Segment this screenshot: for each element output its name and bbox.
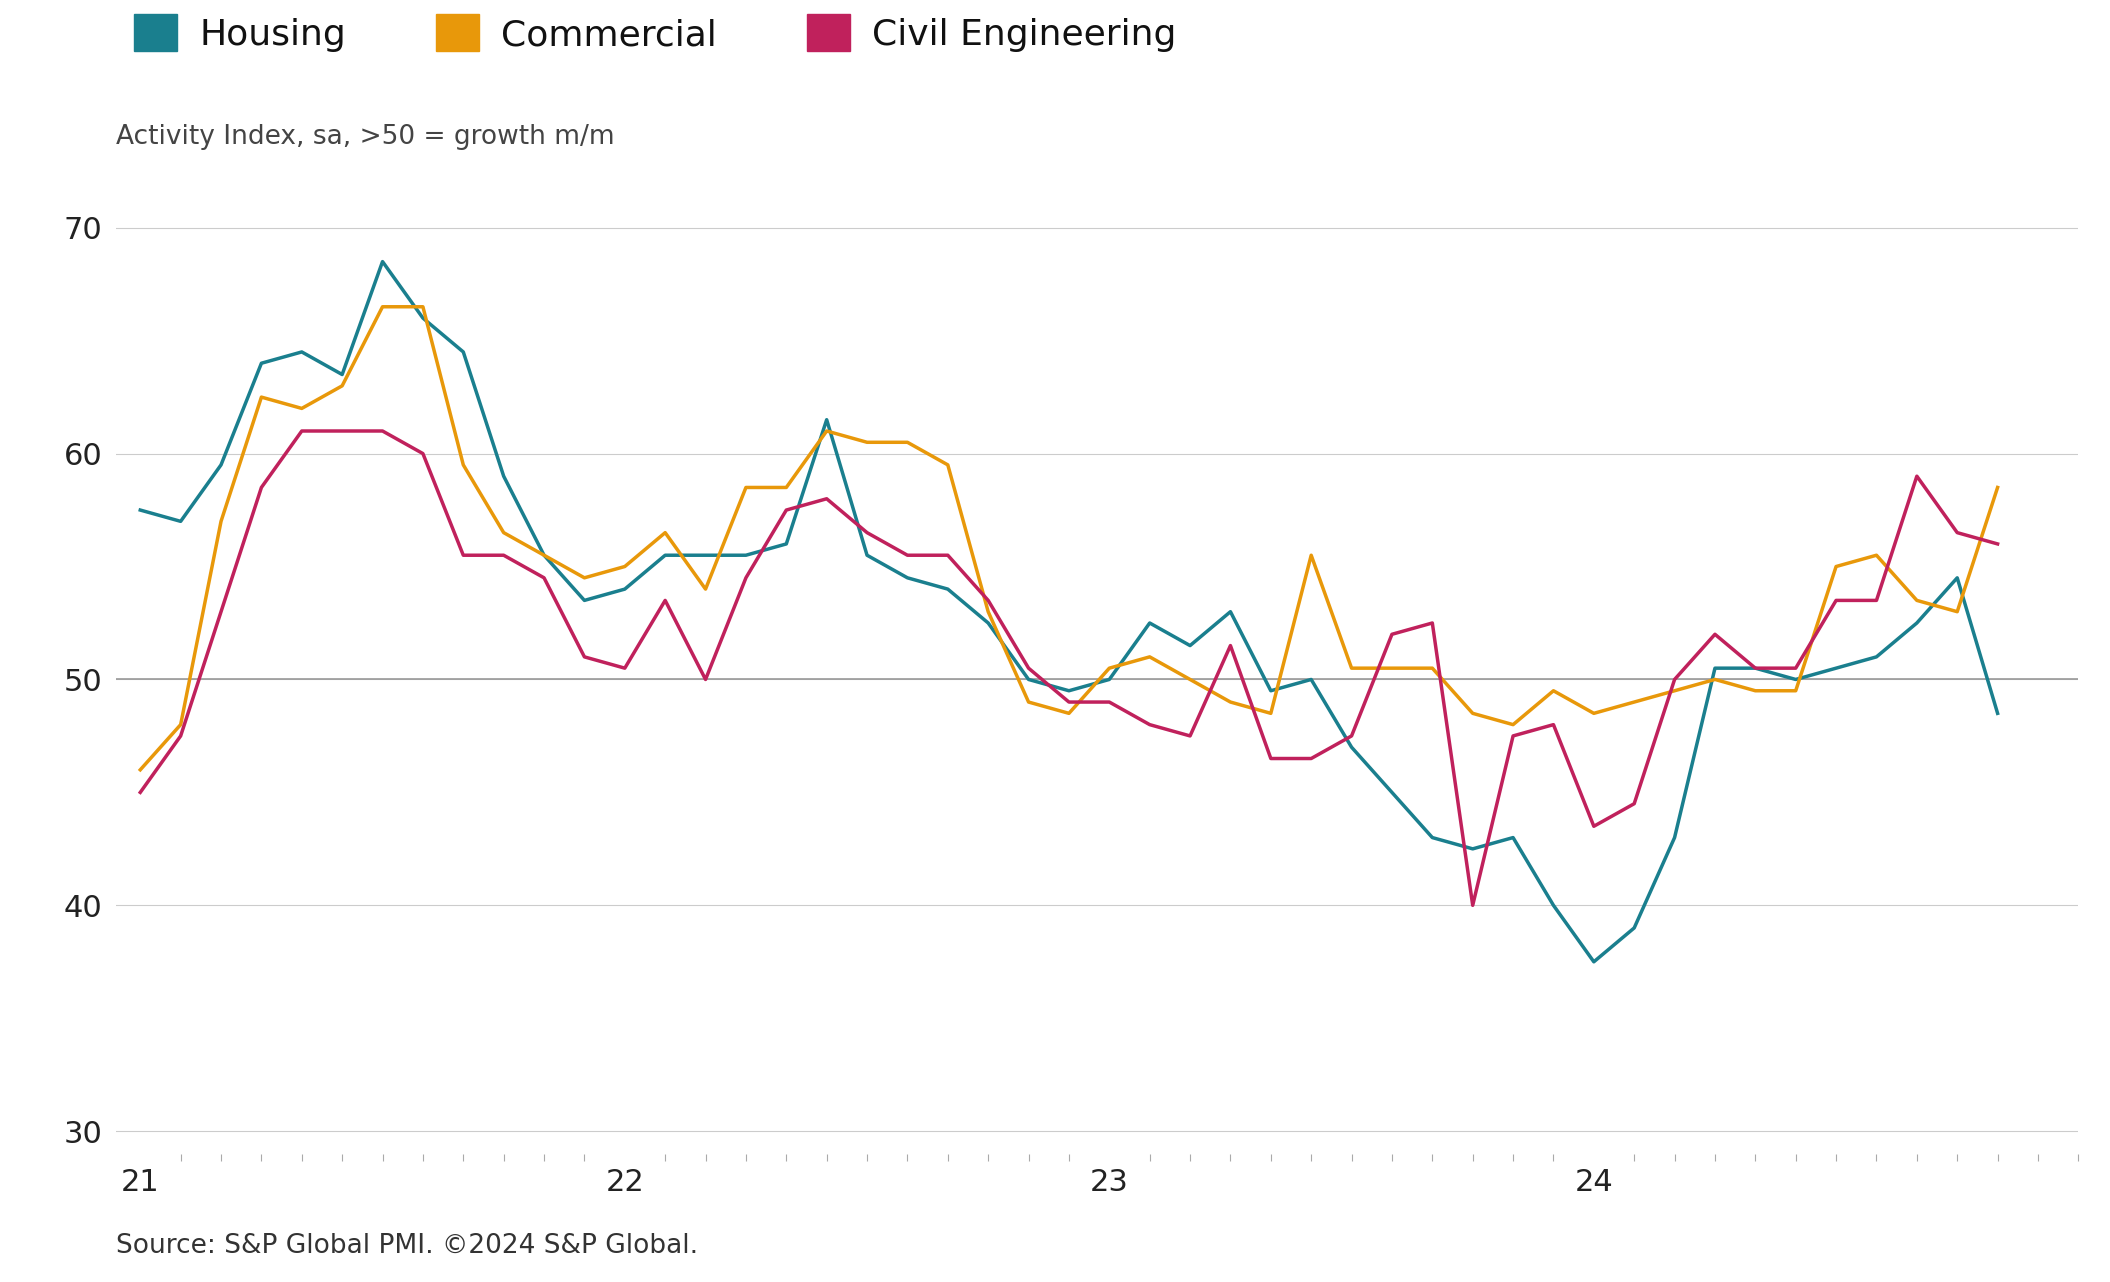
Legend: Housing, Commercial, Civil Engineering: Housing, Commercial, Civil Engineering xyxy=(135,14,1177,53)
Text: Activity Index, sa, >50 = growth m/m: Activity Index, sa, >50 = growth m/m xyxy=(116,124,614,150)
Text: Source: S&P Global PMI. ©2024 S&P Global.: Source: S&P Global PMI. ©2024 S&P Global… xyxy=(116,1233,698,1259)
